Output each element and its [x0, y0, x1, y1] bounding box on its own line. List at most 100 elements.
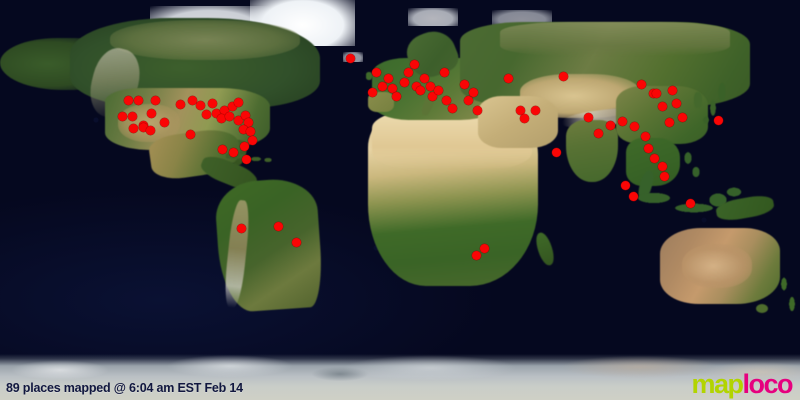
place-marker[interactable]: [133, 95, 143, 105]
place-marker[interactable]: [411, 81, 421, 91]
place-marker[interactable]: [530, 105, 540, 115]
place-marker[interactable]: [657, 161, 667, 171]
place-marker[interactable]: [201, 109, 211, 119]
place-marker[interactable]: [391, 91, 401, 101]
place-marker[interactable]: [241, 154, 251, 164]
place-marker[interactable]: [659, 171, 669, 181]
place-marker[interactable]: [207, 98, 217, 108]
place-marker[interactable]: [419, 73, 429, 83]
place-marker[interactable]: [245, 126, 255, 136]
place-marker[interactable]: [427, 91, 437, 101]
place-marker[interactable]: [463, 95, 473, 105]
place-marker[interactable]: [127, 111, 137, 121]
place-marker[interactable]: [583, 112, 593, 122]
place-marker[interactable]: [345, 53, 355, 63]
place-marker[interactable]: [441, 95, 451, 105]
place-marker[interactable]: [657, 101, 667, 111]
place-marker[interactable]: [377, 81, 387, 91]
place-marker[interactable]: [383, 73, 393, 83]
place-marker[interactable]: [273, 221, 283, 231]
place-marker[interactable]: [593, 128, 603, 138]
place-marker[interactable]: [371, 67, 381, 77]
place-marker[interactable]: [123, 95, 133, 105]
place-marker[interactable]: [247, 135, 257, 145]
place-marker[interactable]: [367, 87, 377, 97]
place-marker[interactable]: [629, 121, 639, 131]
place-marker[interactable]: [519, 113, 529, 123]
place-marker[interactable]: [515, 105, 525, 115]
korea-peninsula: [694, 92, 702, 108]
place-marker[interactable]: [240, 110, 250, 120]
place-marker[interactable]: [628, 191, 638, 201]
place-marker[interactable]: [471, 250, 481, 260]
place-marker[interactable]: [677, 112, 687, 122]
maploco-logo[interactable]: maploco: [691, 369, 793, 399]
place-marker[interactable]: [472, 105, 482, 115]
place-marker[interactable]: [117, 111, 127, 121]
place-marker[interactable]: [236, 223, 246, 233]
svalbard-ice: [408, 8, 458, 26]
place-marker[interactable]: [713, 115, 723, 125]
place-marker[interactable]: [399, 77, 409, 87]
place-marker[interactable]: [459, 79, 469, 89]
place-marker[interactable]: [425, 81, 435, 91]
place-marker[interactable]: [479, 243, 489, 253]
place-marker[interactable]: [651, 88, 661, 98]
place-marker[interactable]: [217, 144, 227, 154]
place-marker[interactable]: [685, 198, 695, 208]
place-marker[interactable]: [238, 124, 248, 134]
place-marker[interactable]: [216, 113, 226, 123]
place-marker[interactable]: [636, 79, 646, 89]
australia-outback: [682, 244, 752, 288]
place-marker[interactable]: [664, 117, 674, 127]
place-marker[interactable]: [175, 99, 185, 109]
place-marker[interactable]: [558, 71, 568, 81]
iberian-peninsula: [368, 92, 394, 112]
place-marker[interactable]: [195, 100, 205, 110]
place-marker[interactable]: [403, 67, 413, 77]
place-marker[interactable]: [667, 85, 677, 95]
place-marker[interactable]: [239, 141, 249, 151]
place-marker[interactable]: [185, 129, 195, 139]
place-marker[interactable]: [128, 123, 138, 133]
place-marker[interactable]: [159, 117, 169, 127]
place-marker[interactable]: [447, 103, 457, 113]
map-caption: 89 places mapped @ 6:04 am EST Feb 14: [6, 381, 243, 395]
place-marker[interactable]: [468, 87, 478, 97]
new-zealand-islands: [778, 276, 800, 318]
india-landmass: [566, 120, 618, 182]
place-marker[interactable]: [228, 147, 238, 157]
place-marker[interactable]: [145, 125, 155, 135]
place-marker[interactable]: [243, 117, 253, 127]
place-marker[interactable]: [291, 237, 301, 247]
place-marker[interactable]: [387, 83, 397, 93]
place-marker[interactable]: [617, 116, 627, 126]
place-marker[interactable]: [551, 147, 561, 157]
place-marker[interactable]: [211, 108, 221, 118]
place-marker[interactable]: [439, 67, 449, 77]
place-marker[interactable]: [605, 120, 615, 130]
siberia-tundra: [500, 22, 730, 56]
place-marker[interactable]: [415, 85, 425, 95]
place-marker[interactable]: [227, 101, 237, 111]
place-marker[interactable]: [433, 85, 443, 95]
logo-map-text: map: [691, 369, 744, 399]
canada-tundra: [110, 20, 300, 60]
tasmania-island: [756, 304, 768, 313]
place-marker[interactable]: [233, 115, 243, 125]
place-marker[interactable]: [643, 143, 653, 153]
place-marker[interactable]: [187, 95, 197, 105]
place-marker[interactable]: [671, 98, 681, 108]
place-marker[interactable]: [233, 97, 243, 107]
place-marker[interactable]: [640, 131, 650, 141]
place-marker[interactable]: [219, 105, 229, 115]
place-marker[interactable]: [620, 180, 630, 190]
place-marker[interactable]: [503, 73, 513, 83]
place-marker[interactable]: [138, 122, 148, 132]
place-marker[interactable]: [409, 59, 419, 69]
place-marker[interactable]: [649, 153, 659, 163]
place-marker[interactable]: [146, 108, 156, 118]
place-marker[interactable]: [224, 111, 234, 121]
place-marker[interactable]: [150, 95, 160, 105]
